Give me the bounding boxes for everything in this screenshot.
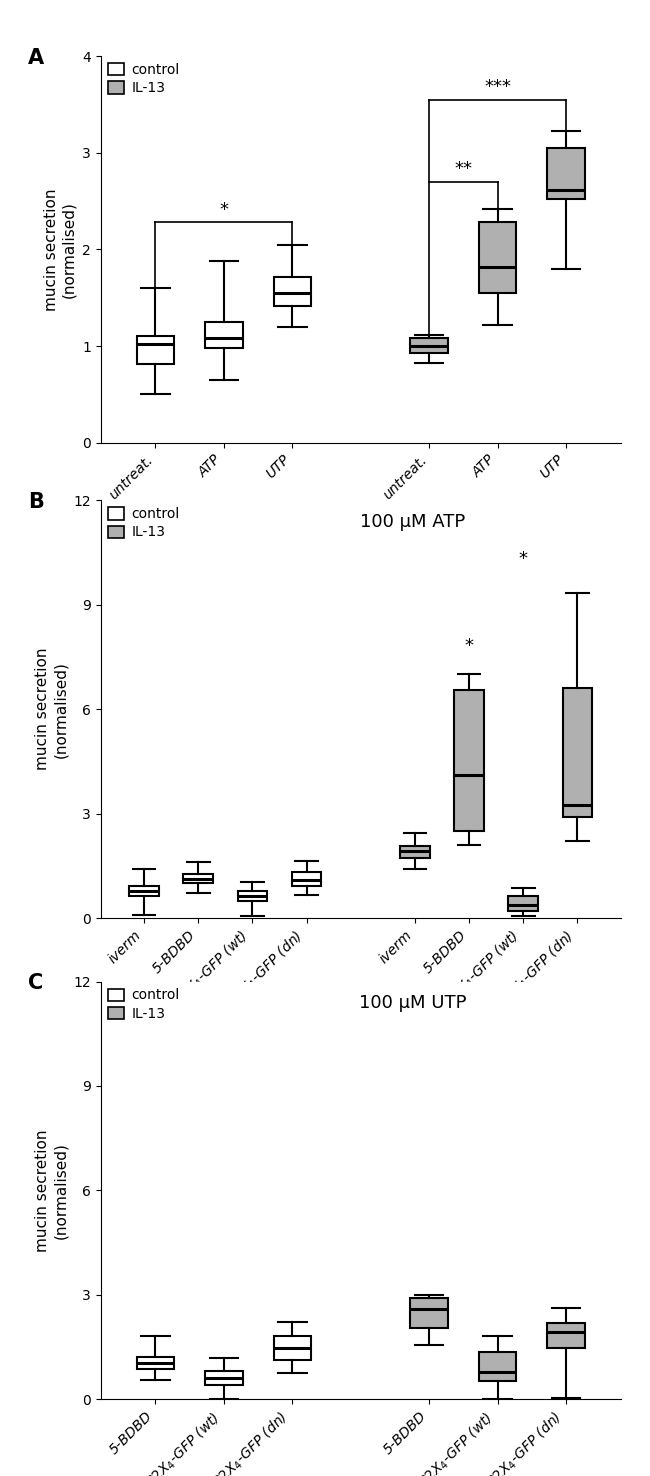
Polygon shape bbox=[205, 322, 242, 348]
Polygon shape bbox=[479, 1352, 516, 1382]
Polygon shape bbox=[410, 1297, 448, 1328]
Legend: control, IL-13: control, IL-13 bbox=[108, 63, 179, 94]
Polygon shape bbox=[547, 148, 585, 199]
Polygon shape bbox=[237, 892, 267, 902]
Text: *: * bbox=[519, 551, 528, 568]
Text: ***: *** bbox=[484, 78, 511, 96]
Polygon shape bbox=[454, 691, 484, 831]
Y-axis label: mucin secretion
(normalised): mucin secretion (normalised) bbox=[36, 648, 68, 770]
Polygon shape bbox=[508, 896, 538, 911]
Polygon shape bbox=[400, 846, 430, 858]
Legend: control, IL-13: control, IL-13 bbox=[108, 508, 179, 539]
Text: *: * bbox=[220, 201, 228, 218]
Polygon shape bbox=[274, 276, 311, 306]
Polygon shape bbox=[562, 688, 592, 818]
Text: B: B bbox=[28, 492, 44, 512]
Legend: control, IL-13: control, IL-13 bbox=[108, 989, 179, 1020]
Polygon shape bbox=[410, 338, 448, 353]
Polygon shape bbox=[292, 872, 322, 886]
Y-axis label: mucin secretion
(normalised): mucin secretion (normalised) bbox=[44, 189, 77, 310]
Polygon shape bbox=[129, 886, 159, 896]
Text: C: C bbox=[28, 973, 43, 993]
Polygon shape bbox=[547, 1322, 585, 1348]
Text: A: A bbox=[28, 49, 44, 68]
Text: 100 μM ATP: 100 μM ATP bbox=[360, 512, 465, 531]
Polygon shape bbox=[183, 874, 213, 883]
Polygon shape bbox=[136, 337, 174, 363]
Polygon shape bbox=[274, 1336, 311, 1361]
Polygon shape bbox=[205, 1371, 242, 1384]
Y-axis label: mucin secretion
(normalised): mucin secretion (normalised) bbox=[36, 1129, 68, 1252]
Text: **: ** bbox=[454, 159, 473, 179]
Text: 100 μM UTP: 100 μM UTP bbox=[359, 993, 467, 1013]
Text: *: * bbox=[465, 638, 474, 655]
Polygon shape bbox=[136, 1356, 174, 1368]
Polygon shape bbox=[479, 223, 516, 292]
